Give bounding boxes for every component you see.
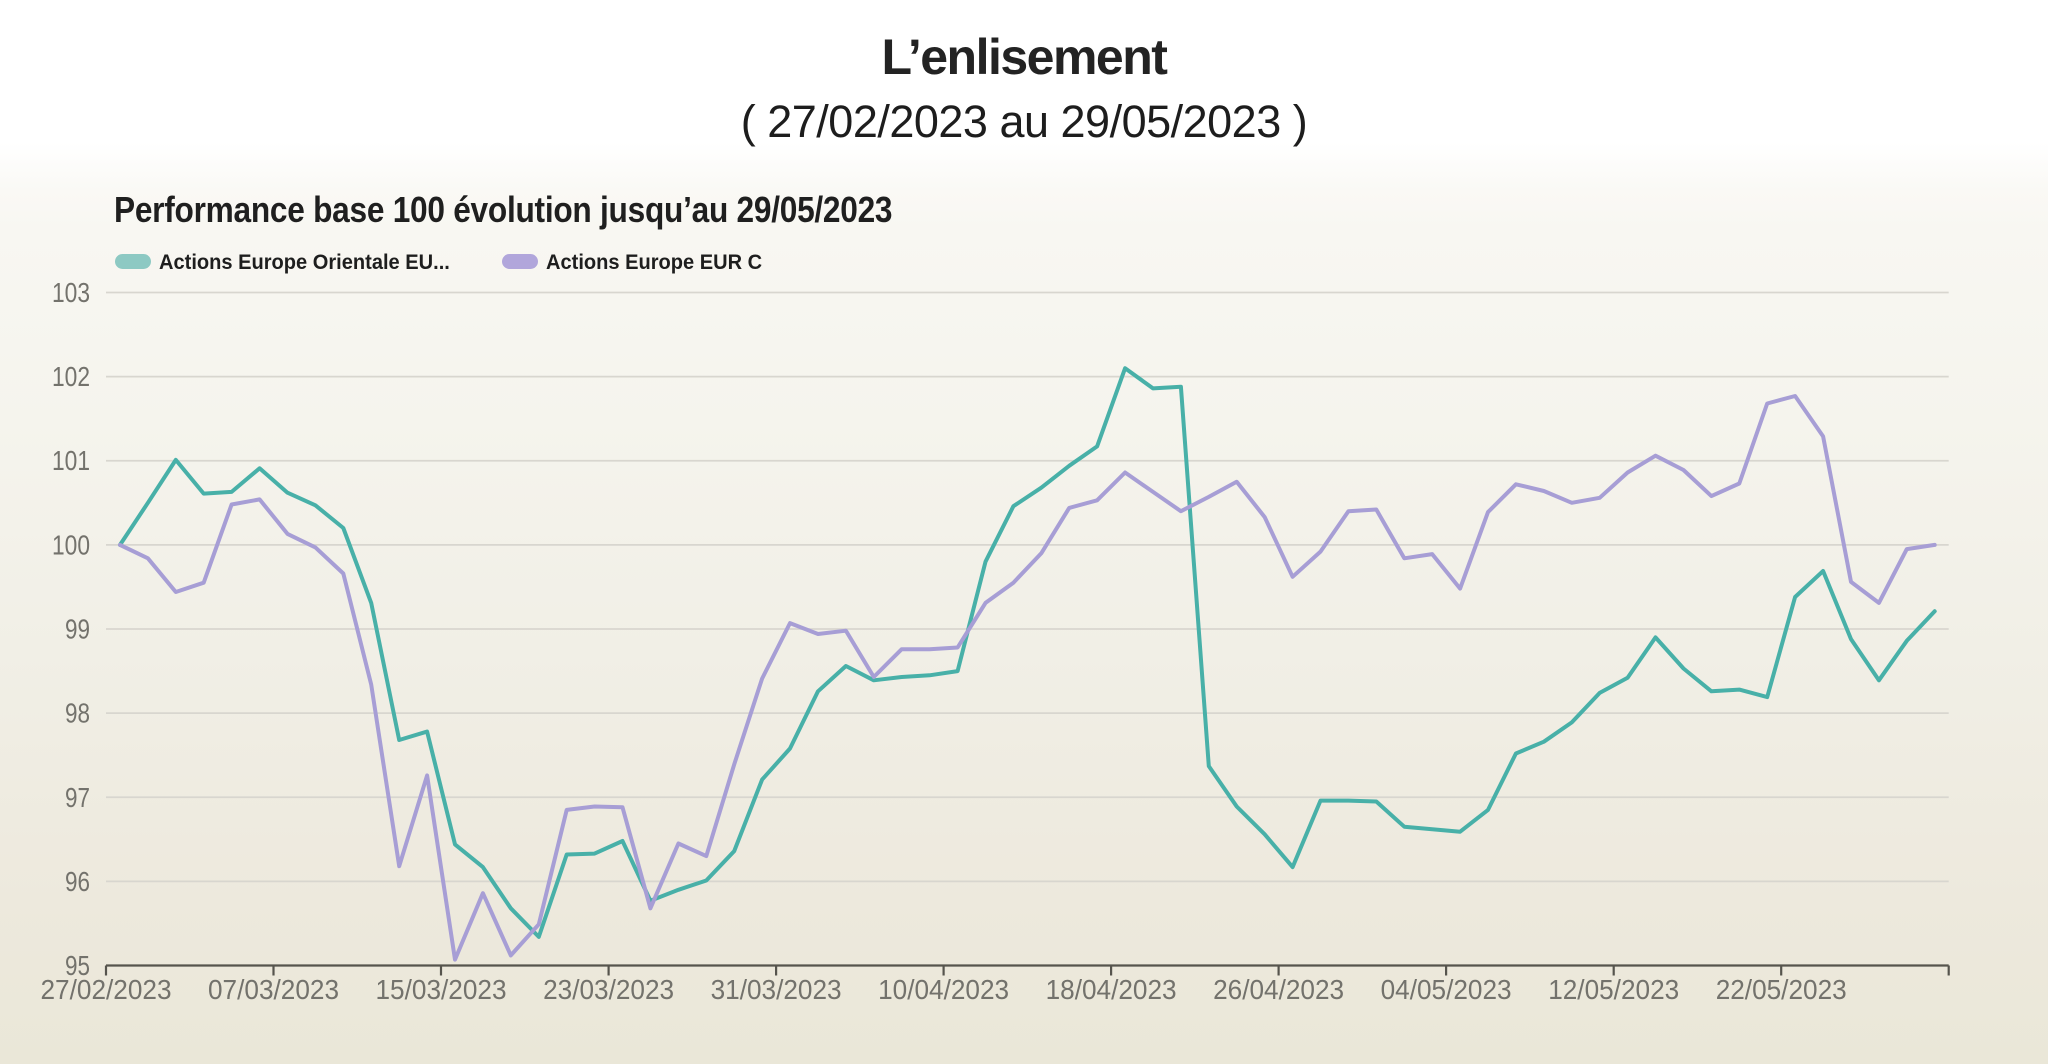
- svg-text:101: 101: [52, 445, 90, 476]
- svg-text:103: 103: [52, 277, 90, 308]
- svg-text:96: 96: [65, 866, 90, 897]
- svg-text:95: 95: [65, 950, 90, 981]
- svg-text:10/04/2023: 10/04/2023: [878, 974, 1009, 1005]
- svg-text:23/03/2023: 23/03/2023: [543, 974, 674, 1005]
- svg-text:26/04/2023: 26/04/2023: [1213, 974, 1344, 1005]
- svg-text:22/05/2023: 22/05/2023: [1716, 974, 1847, 1005]
- svg-text:07/03/2023: 07/03/2023: [208, 974, 339, 1005]
- svg-text:12/05/2023: 12/05/2023: [1548, 974, 1679, 1005]
- svg-text:98: 98: [65, 698, 90, 729]
- svg-text:31/03/2023: 31/03/2023: [711, 974, 842, 1005]
- svg-text:18/04/2023: 18/04/2023: [1046, 974, 1177, 1005]
- svg-text:15/03/2023: 15/03/2023: [376, 974, 507, 1005]
- svg-text:102: 102: [52, 361, 90, 392]
- svg-text:04/05/2023: 04/05/2023: [1381, 974, 1512, 1005]
- svg-text:97: 97: [65, 782, 90, 813]
- svg-text:99: 99: [65, 614, 90, 645]
- svg-text:27/02/2023: 27/02/2023: [41, 974, 172, 1005]
- svg-text:100: 100: [52, 529, 90, 560]
